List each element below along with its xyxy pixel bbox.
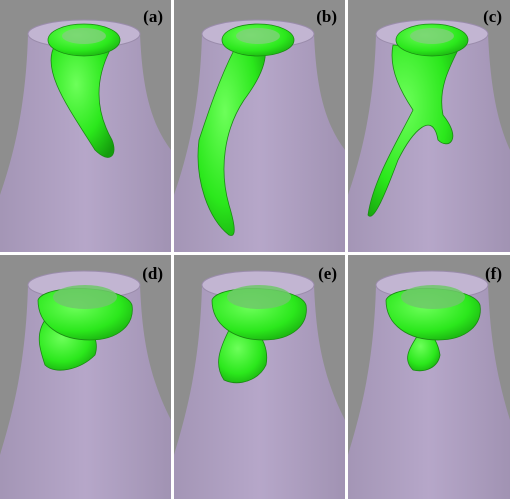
tissue-cap-center <box>236 28 280 44</box>
figure: (a) (b) (c) (d) (e) (f) <box>0 0 514 499</box>
panel-label: (c) <box>483 7 502 26</box>
tissue-cap-center <box>62 28 106 44</box>
panel: (c) <box>348 0 510 252</box>
panel-label: (a) <box>143 7 163 26</box>
panel-label: (e) <box>318 264 337 283</box>
tissue-cap-center <box>227 285 291 309</box>
tissue-cap-center <box>401 285 465 309</box>
panel-label: (f) <box>485 264 502 283</box>
panel: (e) <box>174 255 345 499</box>
panel: (d) <box>0 255 171 499</box>
panel-label: (d) <box>142 264 163 283</box>
tissue-cap-center <box>53 285 117 309</box>
panel: (b) <box>174 0 345 252</box>
panel: (a) <box>0 0 171 252</box>
tissue-cap-center <box>410 28 454 44</box>
panel-label: (b) <box>316 7 337 26</box>
panel: (f) <box>348 255 510 499</box>
